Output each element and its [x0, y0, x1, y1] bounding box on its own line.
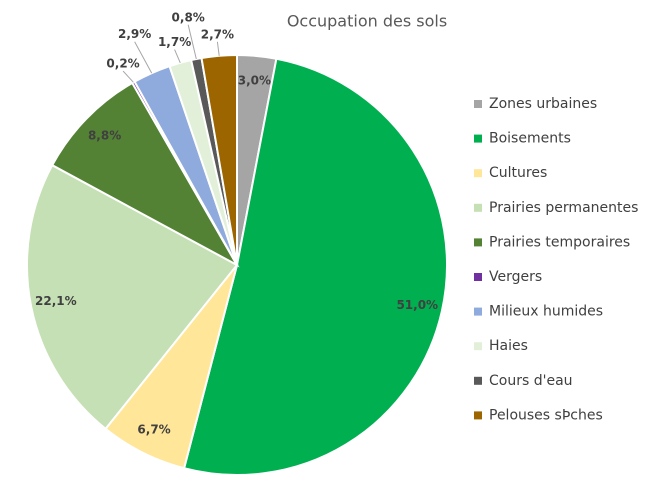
- legend-swatch: [474, 169, 482, 178]
- legend-swatch: [474, 376, 482, 385]
- legend-swatch: [474, 411, 482, 420]
- legend-swatch: [474, 203, 482, 212]
- data-label: 2,7%: [201, 27, 234, 41]
- data-label: 0,8%: [172, 10, 205, 24]
- legend-swatch: [474, 134, 482, 143]
- data-label: 1,7%: [158, 35, 191, 49]
- legend-swatch: [474, 307, 482, 316]
- legend-swatch: [474, 100, 482, 108]
- legend-label: Haies: [489, 338, 528, 354]
- legend-label: Vergers: [489, 269, 542, 285]
- leader-line: [216, 41, 220, 56]
- leader-line: [174, 49, 181, 64]
- data-label: 2,9%: [118, 27, 151, 41]
- legend-swatch: [474, 273, 482, 281]
- legend-label: Zones urbaines: [489, 96, 597, 112]
- legend-label: Pelouses sÞches: [489, 407, 603, 423]
- data-label: 51,0%: [396, 298, 438, 312]
- legend-label: Milieux humides: [489, 304, 603, 320]
- leader-line: [122, 70, 134, 83]
- pie-slice: [182, 57, 448, 476]
- data-label: 3,0%: [238, 74, 271, 88]
- legend-label: Prairies temporaires: [489, 234, 630, 250]
- pie-slice: [26, 163, 239, 431]
- leader-line: [187, 24, 197, 60]
- legend-label: Prairies permanentes: [489, 200, 638, 216]
- legend-label: Boisements: [489, 131, 571, 147]
- legend-swatch: [474, 342, 482, 351]
- chart-title: Occupation des sols: [287, 12, 447, 31]
- data-label: 0,2%: [106, 57, 139, 71]
- legend-label: Cours d'eau: [489, 373, 573, 389]
- legend-swatch: [474, 238, 482, 247]
- data-label: 22,1%: [35, 294, 77, 308]
- data-label: 8,8%: [88, 129, 121, 143]
- data-label: 6,7%: [137, 423, 170, 437]
- leader-line: [134, 41, 153, 74]
- legend-label: Cultures: [489, 165, 547, 181]
- pie-slice: [200, 53, 238, 266]
- pie-slice: [50, 81, 240, 268]
